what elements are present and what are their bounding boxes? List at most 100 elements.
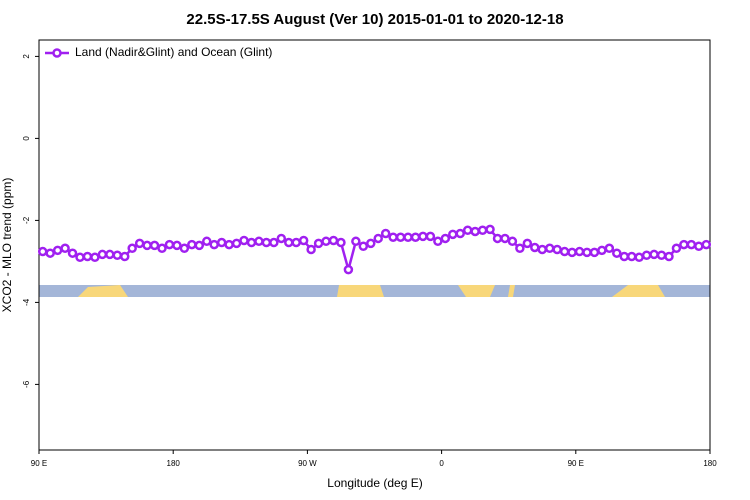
data-point	[60, 243, 70, 254]
data-point	[485, 224, 495, 235]
data-point	[388, 232, 398, 242]
data-point	[52, 245, 63, 256]
data-point	[403, 232, 413, 242]
data-point	[626, 251, 637, 262]
data-point	[530, 242, 540, 253]
data-point	[254, 236, 264, 247]
x-tick-label: 90 E	[568, 459, 584, 468]
data-point	[239, 235, 249, 246]
data-point	[97, 249, 108, 260]
legend-marker	[52, 48, 62, 58]
y-tick-label: -4	[22, 298, 31, 306]
data-point	[418, 231, 428, 242]
y-axis-label: XCO2 - MLO trend (ppm)	[0, 178, 14, 313]
data-point	[537, 244, 547, 255]
data-point	[433, 236, 443, 247]
data-point	[157, 243, 167, 254]
data-point	[679, 239, 689, 250]
data-point	[112, 250, 123, 260]
data-point	[351, 236, 361, 247]
data-point	[82, 251, 93, 262]
data-point	[336, 237, 346, 248]
data-point	[619, 251, 630, 262]
data-point	[216, 237, 227, 248]
data-point	[358, 241, 369, 251]
data-point	[194, 240, 205, 251]
y-tick-label: 0	[22, 136, 31, 141]
data-point	[649, 249, 659, 260]
x-tick-label: 90 E	[31, 459, 47, 468]
data-point	[261, 237, 272, 248]
x-tick-label: 90 W	[298, 459, 317, 468]
data-point	[671, 243, 682, 254]
land-patch	[458, 285, 495, 297]
data-point	[500, 233, 510, 244]
data-point	[395, 232, 406, 242]
data-point	[559, 246, 570, 257]
data-point	[686, 239, 697, 250]
data-point	[522, 238, 533, 249]
data-point	[119, 251, 130, 262]
data-point	[582, 247, 592, 258]
data-point	[507, 236, 518, 247]
legend-label: Land (Nadir&Glint) and Ocean (Glint)	[75, 45, 272, 59]
data-point	[366, 238, 376, 249]
land-patch	[337, 285, 384, 297]
data-point	[373, 233, 383, 244]
data-point	[321, 236, 331, 247]
data-point	[209, 239, 219, 250]
data-point	[291, 237, 301, 248]
data-point	[701, 239, 712, 250]
data-point	[179, 243, 190, 254]
data-point	[455, 228, 465, 239]
data-point	[202, 236, 212, 247]
data-point	[343, 264, 354, 275]
data-point	[552, 244, 562, 255]
data-point	[492, 233, 503, 244]
data-point	[298, 235, 309, 246]
data-point	[612, 248, 622, 258]
data-point	[142, 240, 152, 251]
data-point	[604, 243, 615, 254]
land-patch	[78, 285, 128, 297]
data-point	[574, 246, 585, 257]
data-point	[567, 247, 577, 258]
data-point	[276, 233, 287, 244]
chart-title: 22.5S-17.5S August (Ver 10) 2015-01-01 t…	[186, 11, 563, 28]
data-point	[224, 239, 234, 250]
data-point	[515, 243, 525, 254]
data-point	[164, 239, 175, 250]
x-tick-label: 180	[167, 459, 181, 468]
data-point	[470, 226, 480, 237]
data-point	[477, 225, 488, 235]
x-axis-label: Longitude (deg E)	[327, 476, 422, 490]
data-point	[544, 243, 555, 254]
data-point	[187, 239, 197, 250]
data-point	[67, 248, 78, 258]
data-point	[149, 240, 160, 251]
land-patch	[508, 285, 515, 297]
data-point	[694, 241, 704, 251]
data-point	[656, 250, 667, 260]
data-point	[380, 228, 391, 239]
data-point	[284, 237, 294, 248]
data-point	[37, 246, 48, 257]
data-point	[134, 238, 145, 249]
data-point	[127, 243, 137, 254]
data-point	[597, 245, 607, 256]
data-point	[246, 237, 257, 248]
x-tick-label: 180	[703, 459, 717, 468]
x-tick-label: 0	[439, 459, 444, 468]
data-point	[90, 252, 100, 263]
y-tick-label: -2	[22, 216, 31, 224]
data-point	[440, 233, 451, 244]
data-point	[589, 247, 600, 258]
data-point	[641, 250, 652, 260]
data-point	[313, 238, 324, 249]
data-point	[306, 244, 316, 255]
y-tick-label: -6	[22, 380, 31, 388]
land-patch	[612, 285, 665, 297]
data-point	[105, 249, 115, 260]
data-point	[634, 252, 644, 263]
